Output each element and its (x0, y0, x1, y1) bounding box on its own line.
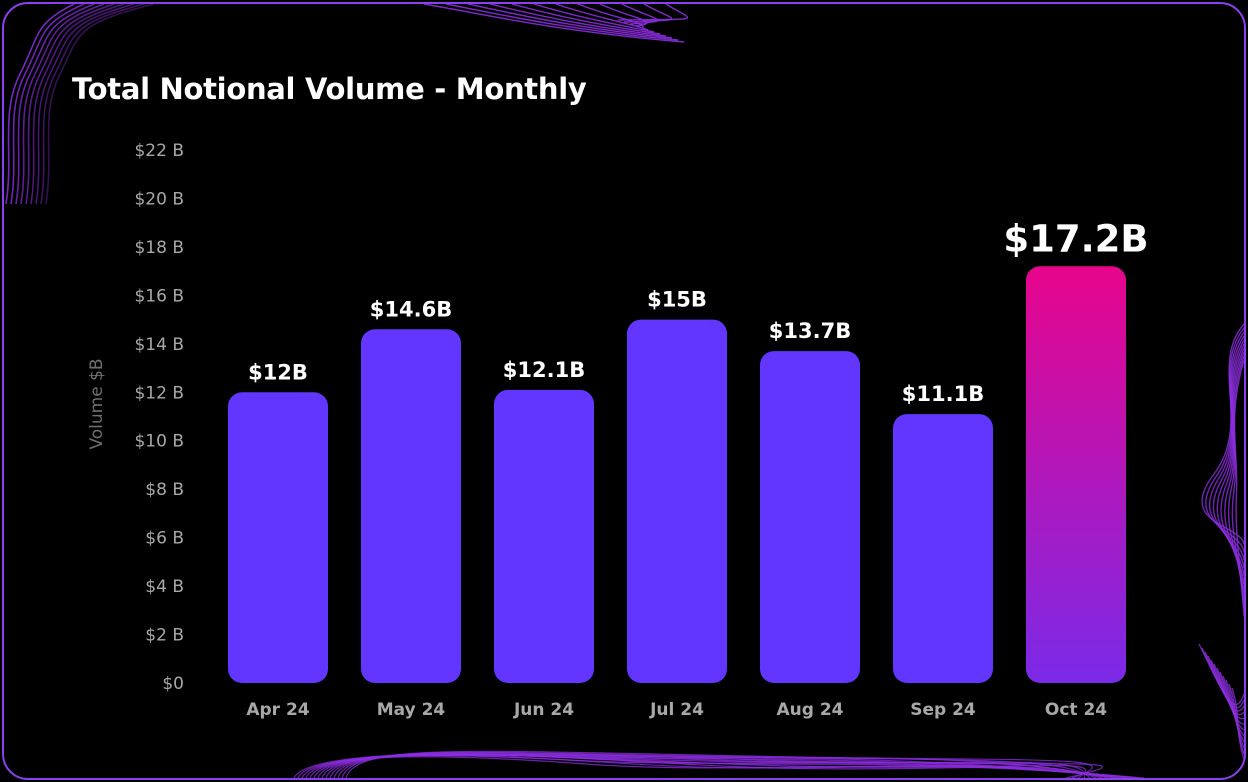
bar-data-label: $13.7B (769, 319, 851, 343)
wave-line (1231, 355, 1244, 609)
y-tick-label: $20 B (134, 189, 184, 209)
wave-line (1222, 675, 1244, 743)
y-tick-label: $2 B (145, 626, 184, 646)
y-tick-label: $18 B (134, 238, 184, 258)
x-tick-label: Jul 24 (649, 700, 704, 720)
wave-line (25, 4, 115, 205)
wave-line (1231, 687, 1244, 761)
bar-data-label: $11.1B (902, 382, 984, 406)
x-tick-label: Oct 24 (1045, 700, 1107, 720)
wave-line (1227, 351, 1244, 601)
x-tick-label: May 24 (377, 700, 446, 720)
wave-line (1225, 679, 1244, 749)
bar (1026, 266, 1126, 683)
wave-line (511, 4, 661, 35)
bar-data-label: $17.2B (1003, 217, 1148, 260)
wave-line (621, 4, 659, 25)
bar-data-label: $12B (248, 360, 308, 384)
bar (893, 414, 993, 683)
bar (228, 392, 328, 683)
wave-line (40, 4, 145, 205)
y-axis-label: Volume $B (87, 358, 107, 449)
wave-line (35, 4, 135, 205)
wave-line-decoration (5, 4, 1244, 778)
bar-chart: $0 $2 B $4 B $6 B $8 B $10 B $12 B $14 B $16 B $1… (87, 141, 1149, 720)
wave-line (1233, 359, 1244, 617)
wave-line (555, 4, 649, 31)
wave-line (45, 4, 155, 205)
y-tick-label: $16 B (134, 286, 184, 306)
x-tick-label: Sep 24 (910, 700, 976, 720)
x-tick-label: Aug 24 (776, 700, 843, 720)
y-tick-label: $6 B (145, 529, 184, 549)
wave-line (617, 4, 689, 21)
wave-line (467, 4, 673, 39)
x-tick-label: Apr 24 (246, 700, 309, 720)
x-tick-label: Jun 24 (513, 700, 574, 720)
bar (760, 351, 860, 683)
bar (361, 329, 461, 683)
wave-line (15, 4, 95, 205)
bar (627, 319, 727, 683)
wave-line (5, 4, 75, 205)
wave-line (423, 4, 685, 43)
bar-data-label: $15B (647, 288, 707, 312)
wave-line (533, 4, 655, 33)
y-tick-label: $12 B (134, 383, 184, 403)
chart-title: Total Notional Volume - Monthly (72, 72, 587, 106)
y-tick-label: $14 B (134, 335, 184, 355)
wave-line (10, 4, 85, 205)
y-tick-label: $10 B (134, 432, 184, 452)
wave-line (30, 4, 125, 205)
y-tick-label: $0 (162, 674, 184, 694)
wave-line (623, 4, 673, 23)
y-tick-label: $8 B (145, 480, 184, 500)
y-tick-label: $4 B (145, 577, 184, 597)
bar-data-label: $14.6B (370, 297, 452, 321)
y-tick-label: $22 B (134, 141, 184, 161)
bar (494, 389, 594, 683)
bar-data-label: $12.1B (503, 358, 585, 382)
wave-line (489, 4, 667, 37)
wave-line (1228, 683, 1244, 755)
wave-line (20, 4, 105, 205)
wave-line (345, 751, 1103, 778)
wave-line (445, 4, 679, 41)
